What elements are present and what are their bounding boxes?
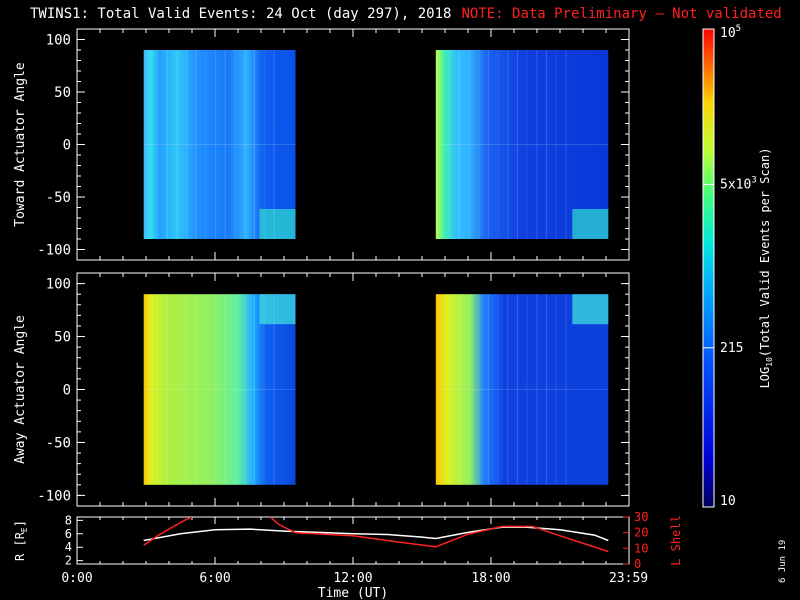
y-left-tick-label: 2 bbox=[65, 554, 72, 568]
y-left-label-end: ] bbox=[13, 520, 27, 527]
colorbar-tick-label: 105 bbox=[720, 24, 741, 41]
top-heatmap-panel: 100 50 0 -50 -100 Toward Actuator Angle bbox=[13, 28, 630, 261]
x-axis-label: Time (UT) bbox=[318, 586, 388, 600]
heatmap-feature-2 bbox=[572, 209, 609, 239]
y-tick-label: 50 bbox=[54, 85, 71, 101]
line-panel-frame bbox=[76, 516, 630, 565]
heatmap-feature-1 bbox=[259, 294, 296, 325]
x-tick-label: 18:00 bbox=[471, 571, 510, 586]
heatmap-feature-1 bbox=[259, 209, 296, 239]
y-left-label: R [RE] bbox=[13, 520, 29, 561]
y-tick-label: 0 bbox=[63, 383, 71, 399]
y-left-label-sub: E bbox=[20, 527, 29, 532]
colorbar-label: LOG10(Total Valid Events per Scan) bbox=[758, 148, 774, 389]
chart-title: TWINS1: Total Valid Events: 24 Oct (day … bbox=[30, 6, 782, 22]
colorbar-tick-label: 10 bbox=[720, 494, 736, 509]
y-tick-label: 100 bbox=[46, 277, 71, 293]
y-tick-label: 100 bbox=[46, 33, 71, 49]
y-left-tick-label: 4 bbox=[65, 540, 72, 554]
y-axis-label: Toward Actuator Angle bbox=[13, 62, 28, 227]
colorbar-tick-base: 215 bbox=[720, 341, 743, 356]
y-right-tick-label: 10 bbox=[634, 541, 648, 555]
y-right-label: L Shell bbox=[669, 515, 683, 566]
x-tick-label: 0:00 bbox=[61, 571, 92, 586]
y-tick-label: 0 bbox=[63, 138, 71, 154]
colorbar-tick-label: 5x103 bbox=[720, 175, 757, 192]
heatmap-block-1 bbox=[143, 294, 296, 485]
y-axis-label: Away Actuator Angle bbox=[13, 315, 28, 464]
heatmap-feature-2 bbox=[572, 294, 609, 325]
heatmap-block-2 bbox=[435, 50, 609, 239]
colorbar-tick-base: 10 bbox=[720, 26, 736, 41]
y-tick-label: -50 bbox=[46, 435, 71, 451]
y-tick-label: -50 bbox=[46, 190, 71, 206]
x-tick-label: 6:00 bbox=[199, 571, 230, 586]
heatmap-block-2 bbox=[435, 294, 609, 485]
date-stamp: 6 Jun 19 bbox=[778, 540, 788, 583]
colorbar-tick-exp: 5 bbox=[736, 24, 741, 34]
y-left-label-main: R [R bbox=[13, 531, 27, 561]
preliminary-note: NOTE: Data Preliminary — Not validated bbox=[461, 6, 782, 22]
series-line-l-shell bbox=[143, 517, 193, 546]
x-tick-label: 23:59 bbox=[609, 571, 648, 586]
series-line-l-shell bbox=[269, 517, 609, 553]
colorbar-tick-base: 10 bbox=[720, 494, 736, 509]
y-right-tick-label: 30 bbox=[634, 510, 648, 524]
y-tick-label: -100 bbox=[37, 488, 71, 504]
bottom-heatmap-panel: 100 50 0 -50 -100 Away Actuator Angle bbox=[13, 272, 630, 507]
x-tick-label: 12:00 bbox=[333, 571, 372, 586]
colorbar-tick-base: 5x10 bbox=[720, 177, 751, 192]
y-left-tick-label: 8 bbox=[65, 513, 72, 527]
title-text: TWINS1: Total Valid Events: 24 Oct (day … bbox=[30, 6, 452, 22]
series-line-r bbox=[143, 526, 609, 542]
y-tick-label: 50 bbox=[54, 330, 71, 346]
y-right-tick-label: 0 bbox=[634, 557, 641, 571]
y-left-tick-label: 6 bbox=[65, 527, 72, 541]
colorbar-tick-label: 215 bbox=[720, 341, 743, 356]
colorbar-tick-exp: 3 bbox=[751, 175, 756, 185]
y-tick-label: -100 bbox=[37, 243, 71, 259]
heatmap-block-1 bbox=[143, 50, 296, 239]
colorbar-gradient bbox=[702, 28, 715, 508]
y-right-tick-label: 20 bbox=[634, 526, 648, 540]
